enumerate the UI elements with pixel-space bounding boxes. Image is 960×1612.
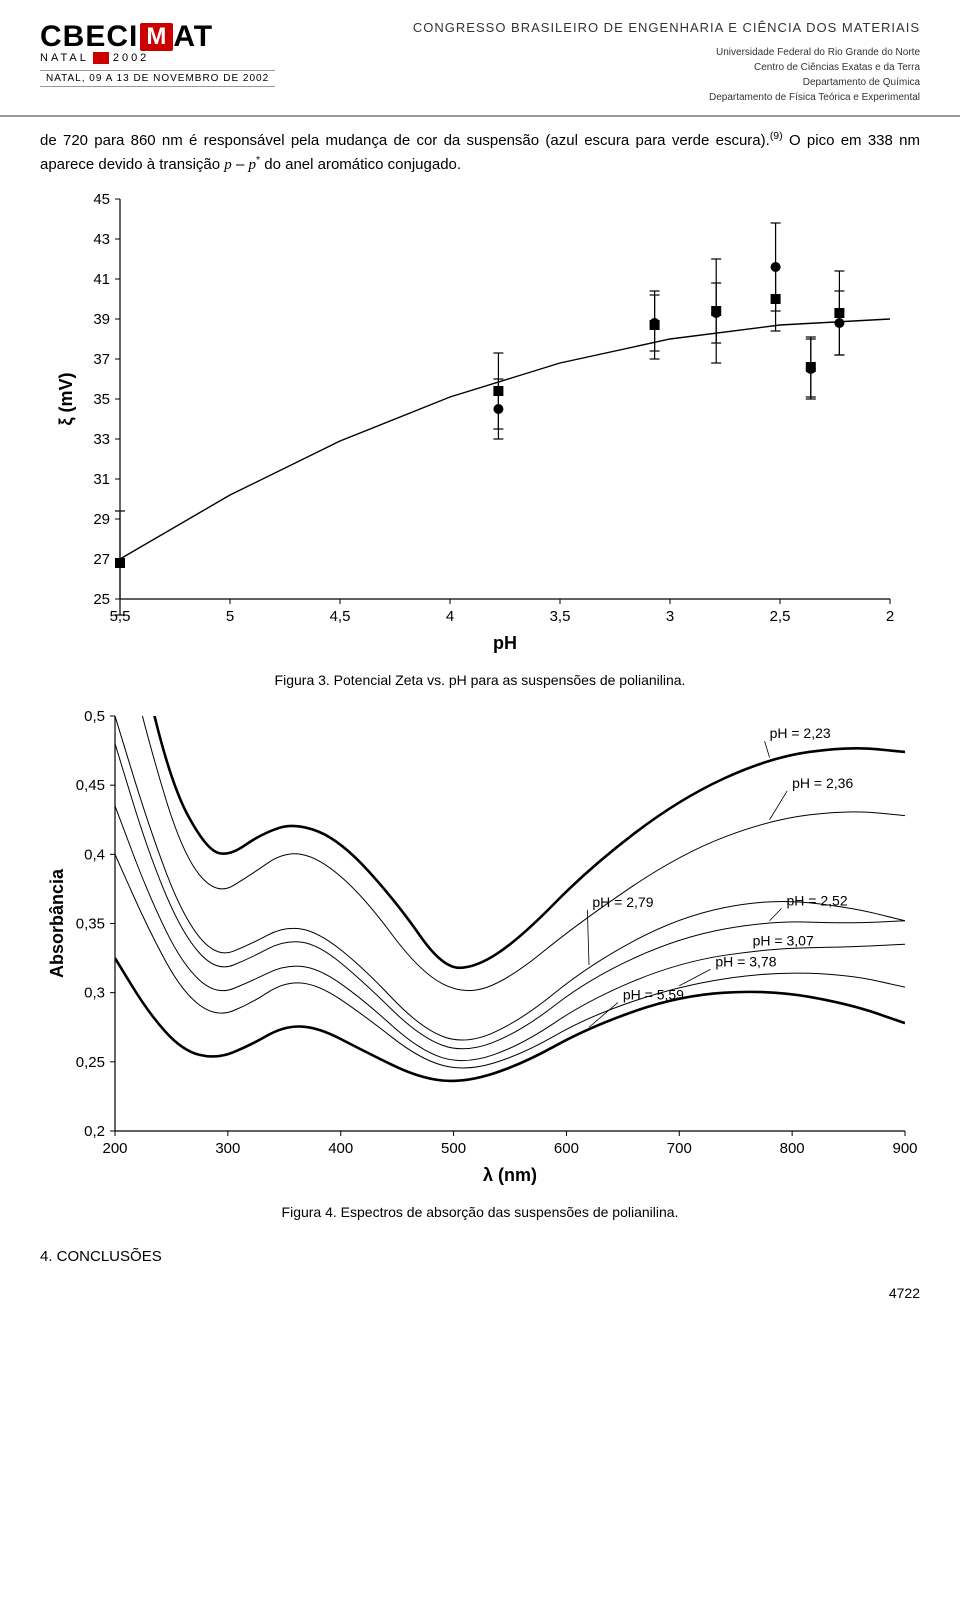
svg-text:33: 33: [93, 431, 110, 448]
svg-text:pH = 2,36: pH = 2,36: [792, 775, 853, 791]
svg-text:pH = 5,59: pH = 5,59: [623, 987, 684, 1003]
svg-text:45: 45: [93, 191, 110, 208]
page-header: CBECI M AT NATAL 2002 NATAL, 09 A 13 DE …: [0, 0, 960, 117]
figure-3-caption: Figura 3. Potencial Zeta vs. pH para as …: [0, 664, 960, 706]
svg-text:35: 35: [93, 391, 110, 408]
logo-main: CBECI: [40, 20, 138, 54]
affil-line: Centro de Ciências Exatas e da Terra: [413, 60, 920, 75]
logo-natal: NATAL: [40, 52, 89, 64]
date-bar: NATAL, 09 A 13 DE NOVEMBRO DE 2002: [40, 70, 275, 87]
svg-text:41: 41: [93, 271, 110, 288]
affil-line: Departamento de Física Teórica e Experim…: [413, 90, 920, 105]
svg-text:0,25: 0,25: [76, 1054, 105, 1071]
affiliation-block: Universidade Federal do Rio Grande do No…: [413, 45, 920, 105]
formula-p2: p: [248, 157, 256, 173]
svg-text:29: 29: [93, 511, 110, 528]
affil-line: Departamento de Química: [413, 75, 920, 90]
svg-text:4,5: 4,5: [330, 608, 351, 625]
svg-text:39: 39: [93, 311, 110, 328]
zeta-potential-chart: 25272931333537394143455,554,543,532,52ξ …: [50, 184, 910, 664]
svg-text:3,5: 3,5: [550, 608, 571, 625]
svg-text:300: 300: [215, 1140, 240, 1157]
svg-text:5: 5: [226, 608, 234, 625]
svg-text:27: 27: [93, 551, 110, 568]
header-right: CONGRESSO BRASILEIRO DE ENGENHARIA E CIÊ…: [413, 20, 920, 105]
svg-text:0,4: 0,4: [84, 846, 105, 863]
svg-text:37: 37: [93, 351, 110, 368]
svg-text:500: 500: [441, 1140, 466, 1157]
svg-text:pH = 2,23: pH = 2,23: [770, 725, 831, 741]
logo-block: CBECI M AT NATAL 2002 NATAL, 09 A 13 DE …: [40, 20, 275, 87]
figure-3-chart: 25272931333537394143455,554,543,532,52ξ …: [0, 184, 960, 664]
logo-m-block: M: [140, 23, 173, 51]
section-conclusoes: 4. CONCLUSÕES: [0, 1248, 960, 1265]
figure-4-chart: 0,2 0,25 0,3 0,35 0,4 0,45 0,5 200 300 400 500 600 7…: [0, 706, 960, 1196]
affil-line: Universidade Federal do Rio Grande do No…: [413, 45, 920, 60]
svg-text:0,2: 0,2: [84, 1123, 105, 1140]
svg-text:600: 600: [554, 1140, 579, 1157]
svg-text:200: 200: [102, 1140, 127, 1157]
svg-text:25: 25: [93, 591, 110, 608]
formula-p1: p: [224, 157, 232, 173]
svg-text:pH = 3,07: pH = 3,07: [753, 933, 814, 949]
svg-text:0,35: 0,35: [76, 916, 105, 933]
ref-sup: (9): [770, 130, 783, 142]
svg-text:pH = 3,78: pH = 3,78: [715, 953, 776, 969]
formula-dash: –: [232, 156, 249, 173]
svg-text:3: 3: [666, 608, 674, 625]
svg-text:0,45: 0,45: [76, 777, 105, 794]
para-post: do anel aromático conjugado.: [260, 156, 461, 173]
svg-text:2,5: 2,5: [770, 608, 791, 625]
logo-m: M: [140, 23, 173, 51]
svg-text:400: 400: [328, 1140, 353, 1157]
figure-4-caption: Figura 4. Espectros de absorção das susp…: [0, 1196, 960, 1238]
body-paragraph: de 720 para 860 nm é responsável pela mu…: [0, 117, 960, 184]
cbecimat-logo: CBECI M AT: [40, 20, 213, 54]
svg-text:800: 800: [780, 1140, 805, 1157]
para-pre: de 720 para 860 nm é responsável pela mu…: [40, 132, 770, 149]
svg-text:43: 43: [93, 231, 110, 248]
svg-text:4: 4: [446, 608, 454, 625]
absorbance-spectra-chart: 0,2 0,25 0,3 0,35 0,4 0,45 0,5 200 300 400 500 600 7…: [40, 706, 920, 1196]
svg-text:ξ (mV): ξ (mV): [56, 372, 77, 425]
congress-title: CONGRESSO BRASILEIRO DE ENGENHARIA E CIÊ…: [413, 20, 920, 35]
svg-text:Absorbância: Absorbância: [47, 868, 67, 978]
logo-year: 2002: [113, 52, 149, 64]
svg-text:2: 2: [886, 608, 894, 625]
svg-text:700: 700: [667, 1140, 692, 1157]
svg-text:0,3: 0,3: [84, 985, 105, 1002]
svg-text:pH = 2,52: pH = 2,52: [787, 893, 848, 909]
svg-text:pH: pH: [493, 633, 517, 653]
svg-text:pH = 2,79: pH = 2,79: [592, 894, 653, 910]
page-number: 4722: [0, 1265, 960, 1321]
svg-text:λ (nm): λ (nm): [483, 1165, 537, 1185]
page: CBECI M AT NATAL 2002 NATAL, 09 A 13 DE …: [0, 0, 960, 1321]
logo-at: AT: [173, 20, 213, 54]
svg-text:31: 31: [93, 471, 110, 488]
logo-subline: NATAL 2002: [40, 52, 149, 64]
svg-text:900: 900: [892, 1140, 917, 1157]
flag-icon: [93, 52, 109, 64]
svg-text:0,5: 0,5: [84, 708, 105, 725]
